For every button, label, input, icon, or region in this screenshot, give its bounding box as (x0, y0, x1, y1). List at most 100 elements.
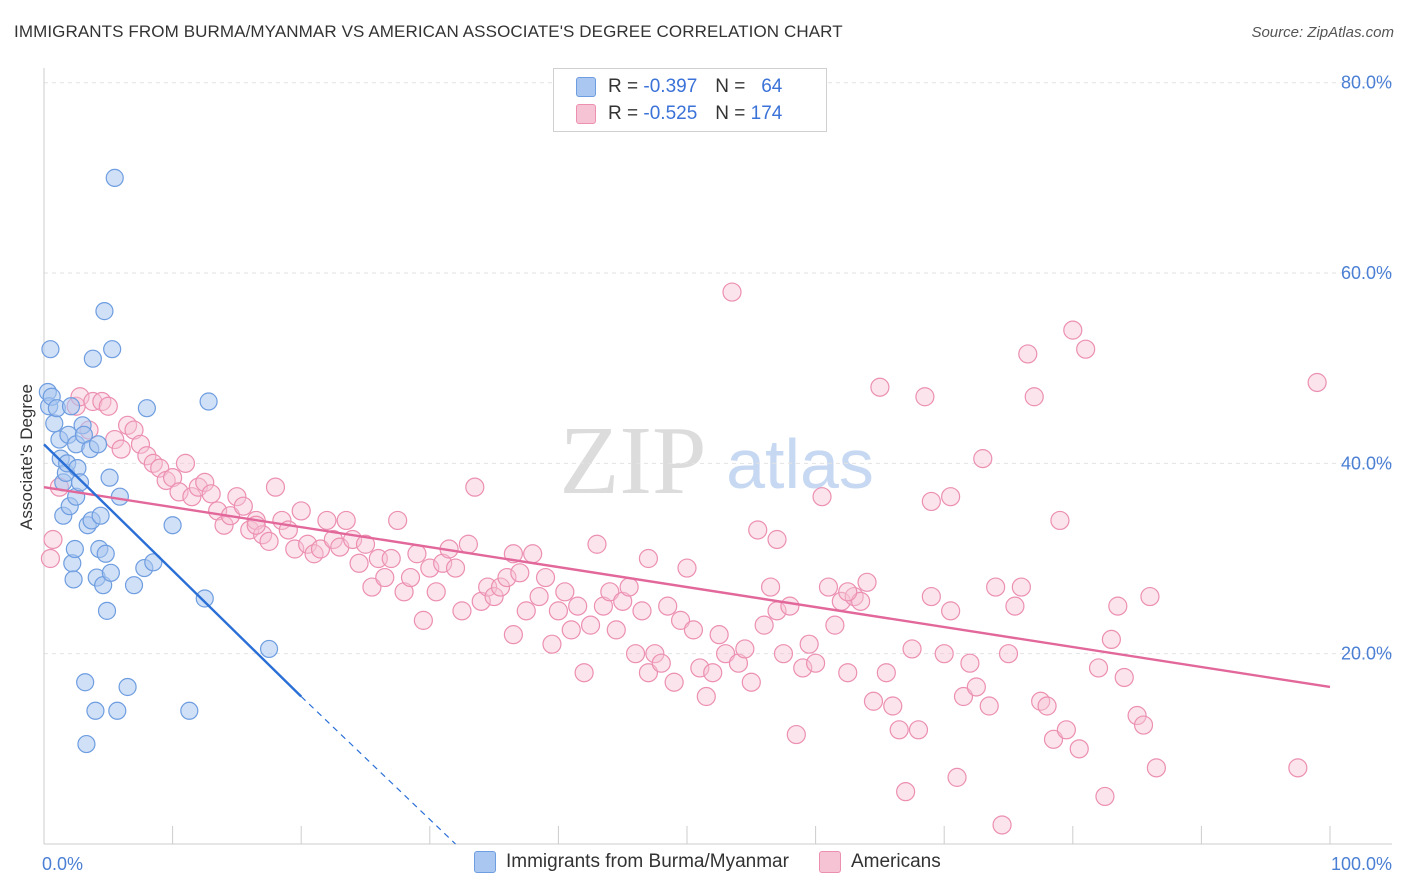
americans-point (259, 531, 279, 551)
y-tick-label: 60.0% (1341, 263, 1392, 283)
americans-point (902, 639, 922, 659)
americans-point (1088, 658, 1109, 678)
americans-point (420, 558, 440, 578)
burma-point (70, 473, 90, 492)
americans-legend-label: Americans (850, 851, 941, 872)
americans-point (175, 453, 196, 473)
burma-point (83, 349, 102, 368)
americans-point (934, 644, 954, 664)
americans-point (1018, 344, 1038, 364)
americans-point (645, 644, 665, 664)
americans-trend-line (43, 485, 1331, 689)
source-label: Source: ZipAtlas.com (1251, 24, 1394, 41)
correlation-legend: R = -0.397 N = 64 R = -0.525 N = 174 (553, 68, 827, 132)
americans-point (1133, 715, 1154, 735)
americans-point (1108, 596, 1128, 616)
americans-point (754, 615, 774, 635)
americans-point (722, 282, 742, 302)
americans-point (921, 491, 941, 512)
americans-point (799, 634, 819, 654)
americans-point (490, 577, 511, 597)
americans-point (838, 663, 858, 683)
americans-point (677, 558, 697, 578)
y-tick-label: 80.0% (1341, 73, 1392, 93)
x-tick-label: 100.0% (1331, 854, 1392, 874)
americans-point (921, 586, 941, 607)
burma-point (124, 576, 144, 595)
americans-point (137, 446, 157, 466)
burma-point (105, 168, 124, 187)
americans-point (1127, 705, 1147, 726)
americans-point (941, 487, 961, 507)
burma-trend-line (43, 443, 303, 698)
americans-point (1069, 739, 1089, 759)
americans-point (1288, 758, 1308, 778)
americans-point (876, 663, 896, 683)
burma-point (195, 589, 214, 608)
legend-r-label: R = (608, 76, 639, 97)
americans-point (992, 815, 1012, 835)
americans-point (201, 484, 221, 504)
americans-point (516, 601, 536, 621)
americans-point (658, 596, 678, 616)
americans-point (388, 510, 408, 531)
americans-point (150, 458, 170, 478)
americans-point (606, 620, 626, 640)
burma-point (97, 601, 117, 620)
americans-point (863, 691, 884, 711)
burma-point (108, 701, 127, 720)
americans-point (786, 724, 806, 745)
legend-item-burma[interactable]: Immigrants from Burma/Myanmar (474, 851, 789, 873)
americans-point (1024, 387, 1044, 407)
americans-point (426, 582, 446, 602)
americans-point (1140, 586, 1160, 607)
americans-point (600, 582, 620, 602)
americans-point (889, 720, 909, 740)
americans-point (767, 529, 787, 550)
americans-point (336, 510, 356, 531)
americans-point (510, 563, 530, 583)
chart-title: IMMIGRANTS FROM BURMA/MYANMAR VS AMERICA… (14, 22, 843, 41)
burma-legend-swatch (474, 851, 496, 873)
burma-point (76, 673, 95, 692)
americans-point (285, 539, 305, 559)
americans-point (728, 653, 749, 673)
americans-point (1056, 720, 1076, 740)
burma-point (110, 487, 129, 506)
americans-point (953, 686, 974, 707)
americans-point (818, 577, 839, 597)
burma-point (45, 414, 64, 433)
americans-point (574, 663, 594, 683)
americans-point (908, 720, 929, 740)
americans-point (664, 672, 684, 692)
americans-point (651, 653, 671, 673)
americans-point (227, 487, 247, 507)
americans-point (362, 577, 382, 597)
americans-point (548, 601, 569, 621)
legend-r-value: -0.525 (643, 103, 698, 124)
americans-point (619, 577, 639, 597)
americans-point (1095, 786, 1115, 807)
legend-item-americans[interactable]: Americans (818, 851, 941, 873)
y-tick-label: 40.0% (1341, 453, 1392, 473)
burma-point (77, 734, 96, 754)
legend-r-value: -0.397 (643, 76, 698, 97)
series-legend: Immigrants from Burma/Myanmar Americans (474, 851, 971, 873)
americans-point (349, 553, 369, 573)
americans-point (568, 596, 588, 616)
americans-point (780, 596, 800, 616)
legend-r-label: R = (608, 103, 639, 124)
americans-point (40, 548, 61, 569)
americans-point (1011, 577, 1031, 597)
americans-point (458, 534, 478, 554)
americans-point (947, 767, 967, 787)
americans-point (683, 620, 704, 640)
americans-point (966, 677, 986, 697)
x-tick-labels: 0.0% 100.0% (42, 854, 1392, 874)
burma-point (259, 639, 279, 659)
americans-point (690, 658, 710, 678)
legend-n-label: N = (715, 103, 746, 124)
americans-point (838, 582, 858, 602)
americans-point (941, 601, 961, 621)
americans-point (355, 534, 376, 554)
